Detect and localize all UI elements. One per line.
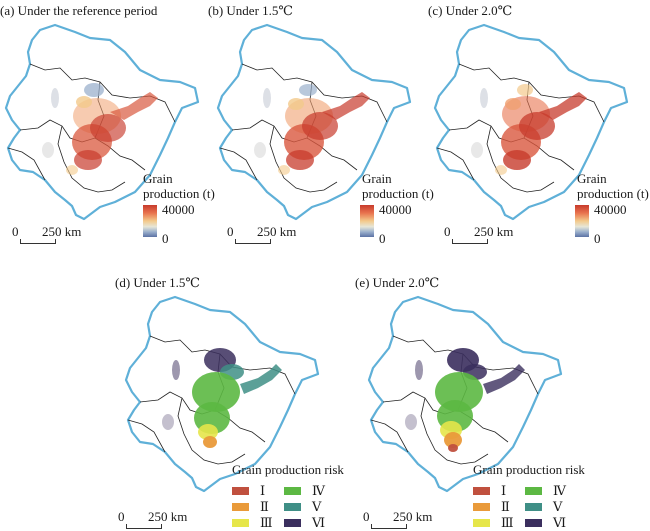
- risk-legend-title-e: Grain production risk: [473, 462, 585, 477]
- risk-legend-title-d: Grain production risk: [232, 462, 344, 477]
- risk-swatch: [232, 519, 249, 527]
- scalebar-e-bar: [371, 524, 407, 529]
- scalebar-d-dist: 250 km: [148, 509, 188, 524]
- risk-label: Ⅰ: [501, 483, 507, 498]
- risk-legend-d-i: Ⅰ: [232, 483, 292, 499]
- risk-legend-e-iv: Ⅳ: [525, 483, 585, 499]
- risk-swatch: [473, 519, 490, 527]
- colorbar-a-min: 0: [162, 231, 169, 246]
- colorbar-b-min: 0: [379, 231, 386, 246]
- panel-d: (d) Under 1.5℃ Grain production risk Ⅰ Ⅱ…: [110, 270, 365, 531]
- risk-swatch: [284, 487, 301, 495]
- risk-swatch: [284, 503, 301, 511]
- panel-a: (a) Under the reference period Grain pro…: [0, 0, 215, 260]
- risk-label: Ⅵ: [312, 515, 326, 530]
- risk-label: Ⅰ: [260, 483, 266, 498]
- risk-legend-e-iii: Ⅲ: [473, 515, 533, 531]
- risk-label: Ⅳ: [312, 483, 325, 498]
- colorbar-c: [575, 205, 589, 237]
- scalebar-c-dist: 250 km: [474, 224, 514, 239]
- scalebar-b-bar: [235, 239, 271, 244]
- colorbar-b: [360, 205, 374, 237]
- risk-swatch: [525, 503, 542, 511]
- risk-legend-d-iii: Ⅲ: [232, 515, 292, 531]
- risk-label: Ⅳ: [553, 483, 566, 498]
- risk-legend-d-v: Ⅴ: [284, 499, 344, 515]
- risk-swatch: [232, 487, 249, 495]
- panel-b: (b) Under 1.5℃ Grain production (t) 4000…: [207, 0, 434, 260]
- risk-swatch: [473, 503, 490, 511]
- risk-legend-e-v: Ⅴ: [525, 499, 585, 515]
- legend-title-a-line2: production (t): [143, 186, 215, 201]
- legend-title-a: Grain production (t): [143, 171, 215, 201]
- risk-label: Ⅵ: [553, 515, 567, 530]
- scalebar-b: 0 250 km: [227, 224, 307, 245]
- legend-title-c: Grain production (t): [577, 171, 649, 201]
- risk-swatch: [284, 519, 301, 527]
- colorbar-c-min: 0: [594, 231, 601, 246]
- risk-legend-d-vi: Ⅵ: [284, 515, 344, 531]
- scalebar-d: 0 250 km: [118, 509, 198, 530]
- legend-title-a-line1: Grain: [143, 171, 173, 186]
- risk-legend-e-vi: Ⅵ: [525, 515, 585, 531]
- scalebar-e: 0 250 km: [363, 509, 443, 530]
- risk-swatch: [232, 503, 249, 511]
- colorbar-b-max: 40000: [379, 202, 412, 217]
- legend-title-c-line1: Grain: [577, 171, 607, 186]
- risk-label: Ⅲ: [501, 515, 514, 530]
- risk-swatch: [525, 519, 542, 527]
- scalebar-c: 0 250 km: [444, 224, 524, 245]
- scalebar-e-zero: 0: [363, 509, 370, 524]
- risk-legend-e-i: Ⅰ: [473, 483, 533, 499]
- risk-swatch: [525, 487, 542, 495]
- risk-legend-d-ii: Ⅱ: [232, 499, 292, 515]
- risk-legend-d-iv: Ⅳ: [284, 483, 344, 499]
- risk-label: Ⅱ: [260, 499, 269, 514]
- panel-e: (e) Under 2.0℃ Grain production risk Ⅰ Ⅱ…: [355, 270, 610, 531]
- scalebar-a-zero: 0: [12, 224, 19, 239]
- scalebar-a-bar: [20, 239, 56, 244]
- scalebar-d-zero: 0: [118, 509, 125, 524]
- panel-c: (c) Under 2.0℃ Grain production (t) 4000…: [427, 0, 650, 260]
- risk-legend-e-ii: Ⅱ: [473, 499, 533, 515]
- scalebar-a: 0 250 km: [12, 224, 92, 245]
- risk-label: Ⅴ: [553, 499, 563, 514]
- scalebar-b-zero: 0: [227, 224, 234, 239]
- legend-title-c-line2: production (t): [577, 186, 649, 201]
- risk-label: Ⅴ: [312, 499, 322, 514]
- risk-swatch: [473, 487, 490, 495]
- colorbar-c-max: 40000: [594, 202, 627, 217]
- panel-a-title: (a) Under the reference period: [0, 3, 158, 18]
- panel-c-title: (c) Under 2.0℃: [428, 3, 513, 18]
- legend-title-b-line1: Grain: [362, 171, 392, 186]
- colorbar-a-max: 40000: [162, 202, 195, 217]
- scalebar-e-dist: 250 km: [393, 509, 433, 524]
- scalebar-d-bar: [126, 524, 162, 529]
- scalebar-b-dist: 250 km: [257, 224, 297, 239]
- legend-title-b-line2: production (t): [362, 186, 434, 201]
- panel-e-title: (e) Under 2.0℃: [355, 275, 440, 290]
- legend-title-b: Grain production (t): [362, 171, 434, 201]
- scalebar-c-zero: 0: [444, 224, 451, 239]
- panel-d-title: (d) Under 1.5℃: [115, 275, 200, 290]
- colorbar-a: [143, 205, 157, 237]
- scalebar-a-dist: 250 km: [42, 224, 82, 239]
- risk-label: Ⅲ: [260, 515, 273, 530]
- scalebar-c-bar: [452, 239, 488, 244]
- risk-label: Ⅱ: [501, 499, 510, 514]
- panel-b-title: (b) Under 1.5℃: [208, 3, 293, 18]
